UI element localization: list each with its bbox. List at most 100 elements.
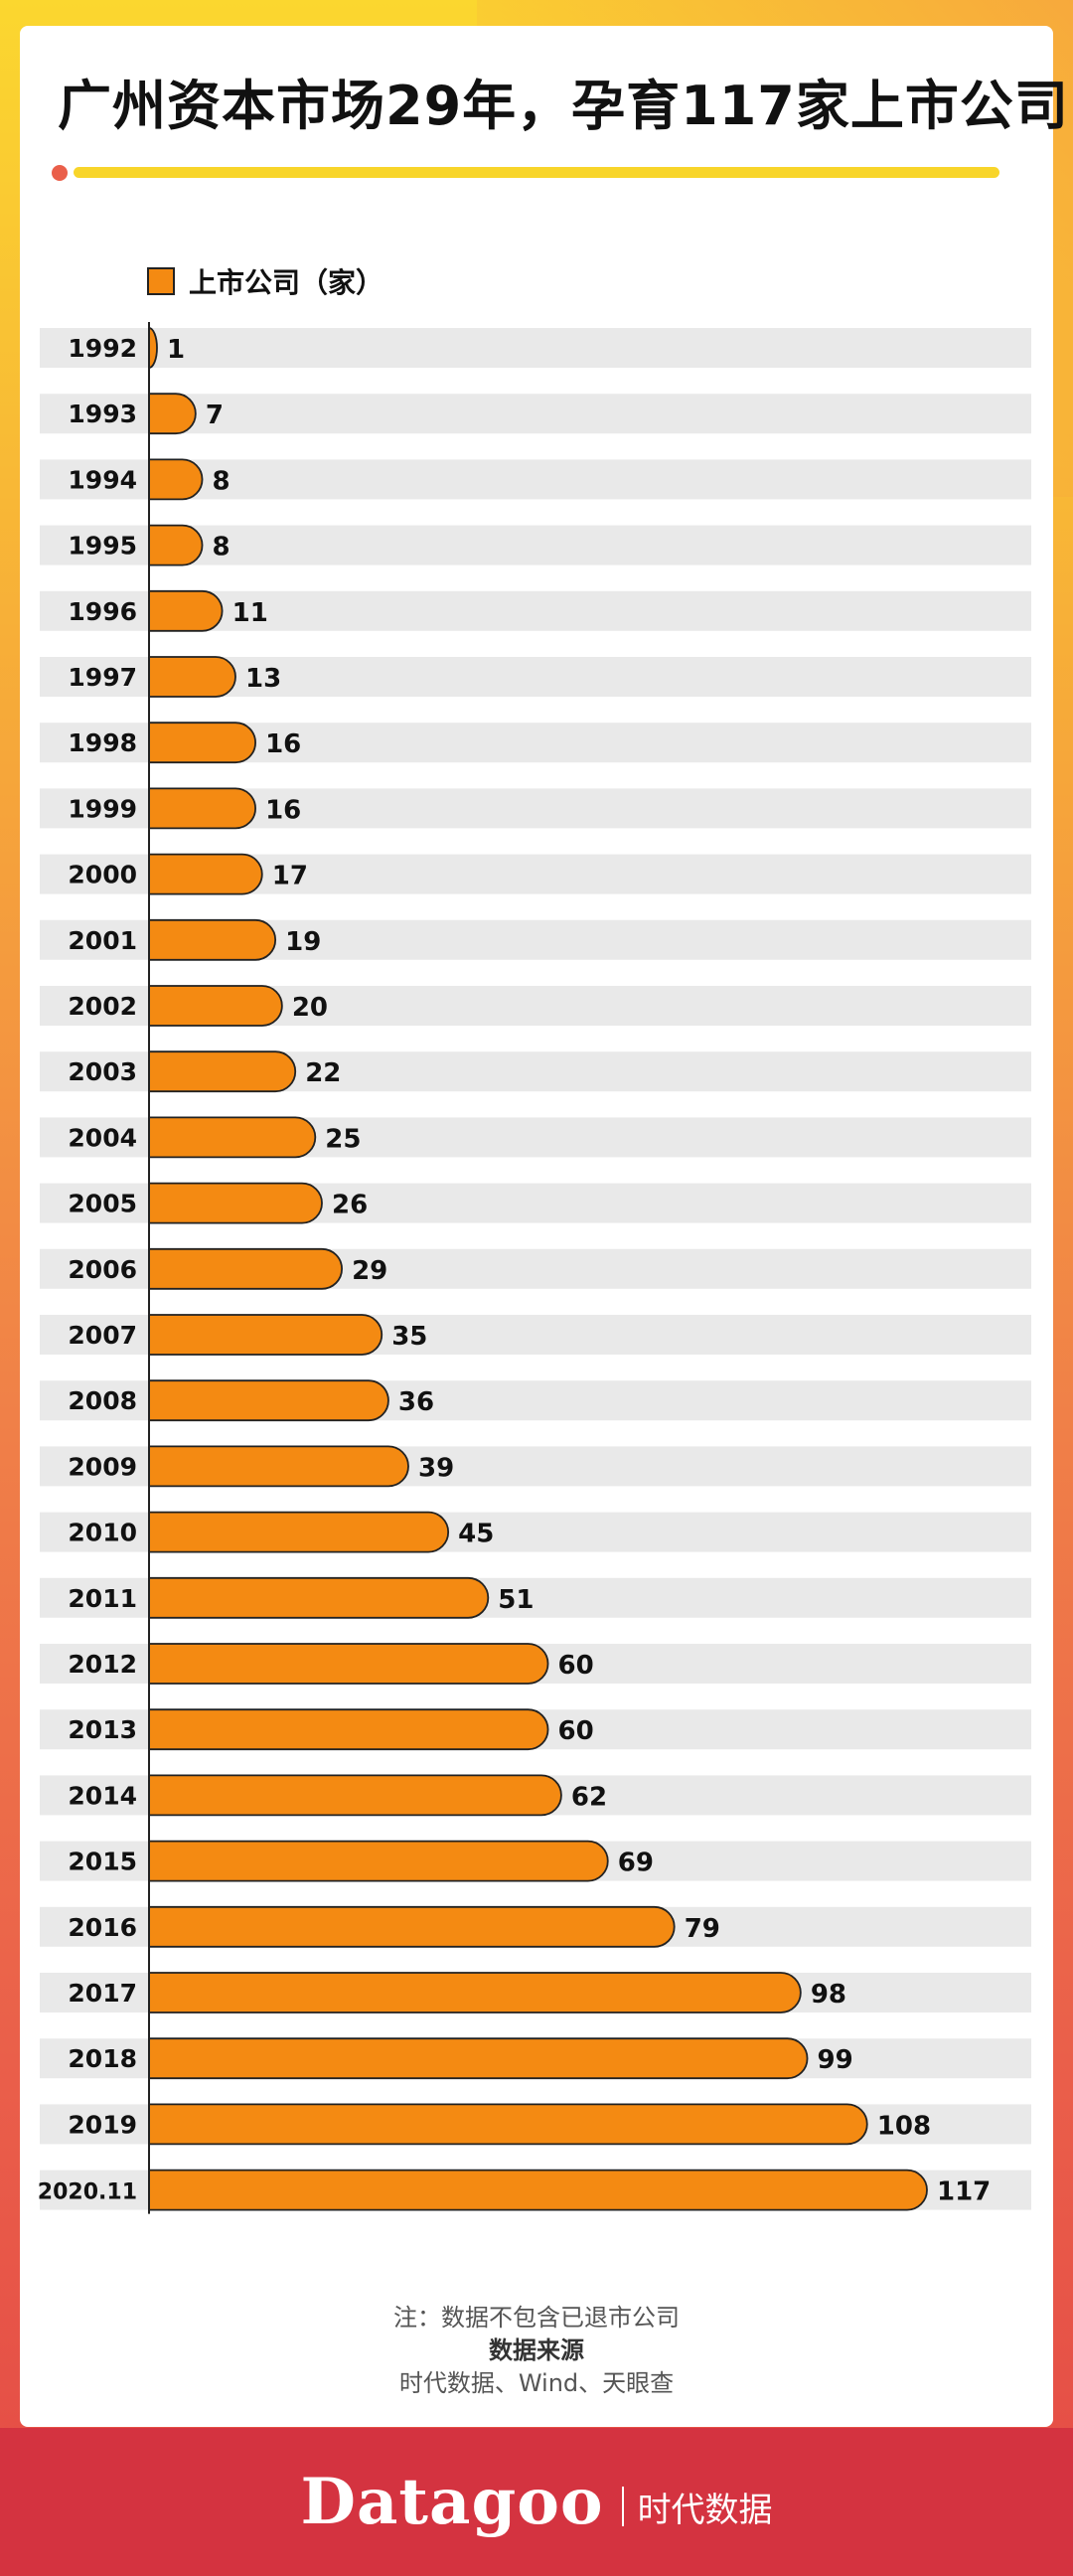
tick-label: 2010	[68, 1519, 137, 1547]
brand-cn: 时代数据	[637, 2491, 773, 2530]
bar	[148, 787, 256, 830]
data-label: 39	[418, 1453, 454, 1483]
bar	[148, 1511, 450, 1553]
data-label: 19	[285, 927, 321, 957]
title-dot	[52, 165, 68, 181]
tick-label: 2008	[68, 1386, 137, 1415]
tick-label: 2001	[68, 926, 137, 955]
row-band	[40, 328, 1031, 368]
bar	[148, 722, 256, 764]
tick-label: 2000	[68, 861, 137, 889]
data-label: 1	[167, 335, 185, 365]
bar	[148, 1247, 343, 1290]
bar	[148, 2103, 868, 2146]
row-band	[40, 394, 1031, 434]
tick-label: 2004	[68, 1123, 137, 1152]
bar	[148, 1182, 323, 1224]
bar	[148, 1905, 676, 1948]
data-label: 79	[685, 1914, 720, 1944]
bar	[148, 1774, 562, 1817]
brand-separator	[621, 2486, 624, 2526]
bar	[148, 327, 158, 369]
bar	[148, 524, 204, 566]
data-label: 69	[618, 1849, 654, 1878]
data-label: 26	[332, 1191, 368, 1220]
data-label: 62	[571, 1782, 607, 1812]
bar	[148, 1972, 802, 2013]
bar	[148, 1445, 409, 1488]
tick-label: 2012	[68, 1650, 137, 1679]
tick-label: 2018	[68, 2044, 137, 2073]
data-label: 51	[498, 1585, 534, 1615]
bar	[148, 2037, 809, 2080]
data-label: 11	[232, 598, 268, 628]
data-label: 117	[937, 2177, 991, 2207]
tick-label: 2017	[68, 1979, 137, 2008]
tick-label: 2019	[68, 2110, 137, 2139]
footer: Datagoo 时代数据	[0, 2428, 1073, 2576]
bar	[148, 1314, 383, 1356]
row-band	[40, 525, 1031, 565]
bar	[148, 1643, 549, 1685]
tick-label: 2020.11	[38, 2180, 137, 2205]
bar	[148, 1116, 317, 1159]
tick-label: 1997	[68, 663, 137, 692]
data-label: 36	[398, 1387, 434, 1417]
data-label: 13	[245, 664, 281, 694]
tick-label: 1996	[68, 597, 137, 626]
chart-title: 广州资本市场29年，孕育117家上市公司	[58, 75, 1069, 137]
bar	[148, 458, 204, 501]
tick-label: 1994	[68, 465, 137, 494]
tick-label: 2016	[68, 1913, 137, 1942]
tick-label: 2015	[68, 1848, 137, 1876]
tick-label: 2011	[68, 1584, 137, 1613]
bar	[148, 1840, 609, 1882]
bar	[148, 1050, 297, 1093]
bar	[148, 1576, 490, 1619]
bar	[148, 656, 236, 698]
tick-label: 2003	[68, 1057, 137, 1086]
title-underline	[74, 167, 999, 178]
data-label: 98	[811, 1980, 846, 2010]
data-label: 8	[213, 466, 230, 496]
tick-label: 1992	[68, 334, 137, 363]
source-text: 时代数据、Wind、天眼查	[398, 2369, 675, 2397]
tick-label: 1995	[68, 532, 137, 561]
legend: 上市公司（家）	[147, 264, 384, 299]
tick-label: 2007	[68, 1321, 137, 1350]
bar	[148, 393, 197, 435]
data-label: 99	[818, 2045, 853, 2075]
tick-label: 2013	[68, 1715, 137, 1744]
data-label: 22	[305, 1058, 341, 1088]
data-label: 60	[558, 1716, 594, 1746]
legend-swatch	[147, 267, 175, 295]
bar	[148, 1379, 389, 1422]
tick-label: 2005	[68, 1190, 137, 1218]
data-label: 16	[265, 795, 301, 825]
bar	[148, 2169, 928, 2211]
source-label: 数据来源	[489, 2336, 584, 2364]
data-note: 注：数据不包含已退市公司	[393, 2304, 680, 2332]
tick-label: 2009	[68, 1452, 137, 1481]
legend-label: 上市公司（家）	[189, 266, 384, 299]
tick-label: 1993	[68, 400, 137, 428]
bar	[148, 918, 277, 961]
row-band	[40, 459, 1031, 500]
bar	[148, 589, 224, 632]
tick-label: 2002	[68, 992, 137, 1021]
data-label: 35	[391, 1322, 427, 1352]
data-label: 45	[458, 1520, 494, 1549]
data-label: 20	[292, 993, 328, 1023]
data-label: 8	[213, 533, 230, 563]
brand-logo: Datagoo	[300, 2465, 604, 2539]
data-label: 16	[265, 729, 301, 759]
data-label: 7	[206, 401, 224, 430]
data-label: 25	[325, 1124, 361, 1154]
bar	[148, 1708, 549, 1751]
tick-label: 2006	[68, 1255, 137, 1284]
data-label: 17	[272, 862, 308, 891]
tick-label: 1999	[68, 794, 137, 823]
data-label: 29	[352, 1256, 387, 1286]
tick-label: 1998	[68, 728, 137, 757]
